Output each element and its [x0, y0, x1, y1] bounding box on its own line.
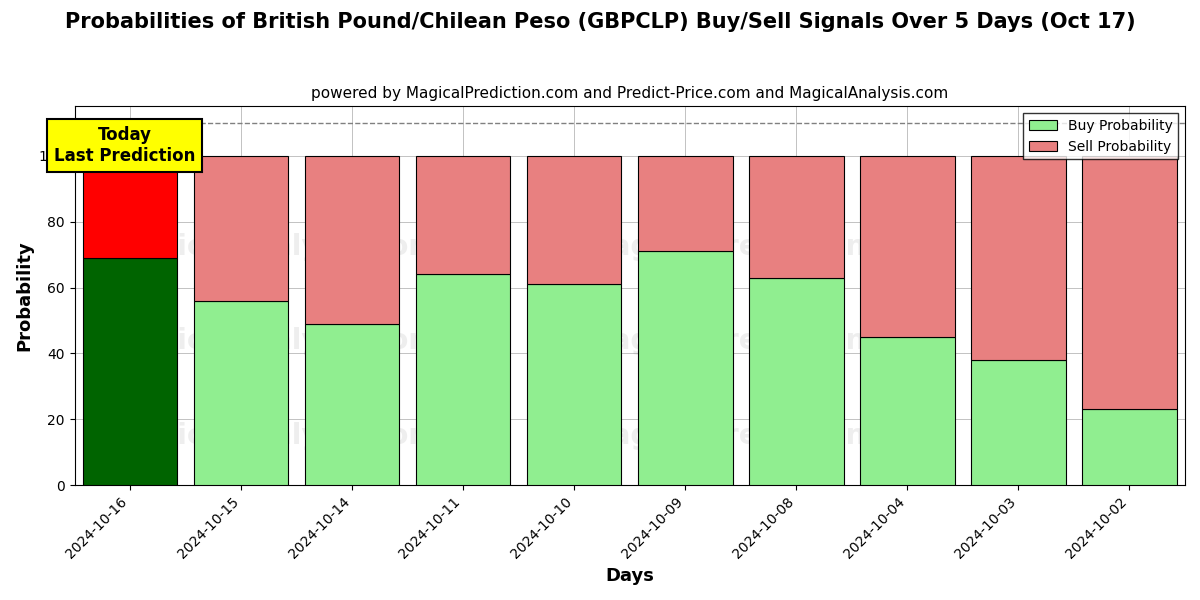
Text: Today
Last Prediction: Today Last Prediction — [54, 126, 196, 165]
Text: MagicalPrediction.com: MagicalPrediction.com — [584, 233, 941, 260]
Bar — [638, 156, 732, 251]
Bar — [305, 324, 400, 485]
Bar — [971, 360, 1066, 485]
Text: Probabilities of British Pound/Chilean Peso (GBPCLP) Buy/Sell Signals Over 5 Day: Probabilities of British Pound/Chilean P… — [65, 12, 1135, 32]
Bar — [527, 284, 622, 485]
Bar — [416, 274, 510, 485]
Text: MagicalPrediction.com: MagicalPrediction.com — [584, 327, 941, 355]
Bar — [83, 258, 178, 485]
Bar — [1082, 156, 1177, 409]
Text: MagicalAnalysis.com: MagicalAnalysis.com — [112, 422, 438, 450]
Bar — [1082, 409, 1177, 485]
Bar — [194, 156, 288, 301]
Bar — [860, 156, 955, 337]
Text: MagicalAnalysis.com: MagicalAnalysis.com — [112, 233, 438, 260]
Bar — [749, 278, 844, 485]
Text: MagicalAnalysis.com: MagicalAnalysis.com — [112, 327, 438, 355]
Legend: Buy Probability, Sell Probability: Buy Probability, Sell Probability — [1024, 113, 1178, 160]
Bar — [638, 251, 732, 485]
Text: MagicalPrediction.com: MagicalPrediction.com — [584, 422, 941, 450]
Bar — [305, 156, 400, 324]
X-axis label: Days: Days — [605, 567, 654, 585]
Bar — [860, 337, 955, 485]
Title: powered by MagicalPrediction.com and Predict-Price.com and MagicalAnalysis.com: powered by MagicalPrediction.com and Pre… — [311, 86, 948, 101]
Bar — [527, 156, 622, 284]
Bar — [194, 301, 288, 485]
Y-axis label: Probability: Probability — [16, 241, 34, 351]
Bar — [83, 156, 178, 258]
Bar — [416, 156, 510, 274]
Bar — [971, 156, 1066, 360]
Bar — [749, 156, 844, 278]
